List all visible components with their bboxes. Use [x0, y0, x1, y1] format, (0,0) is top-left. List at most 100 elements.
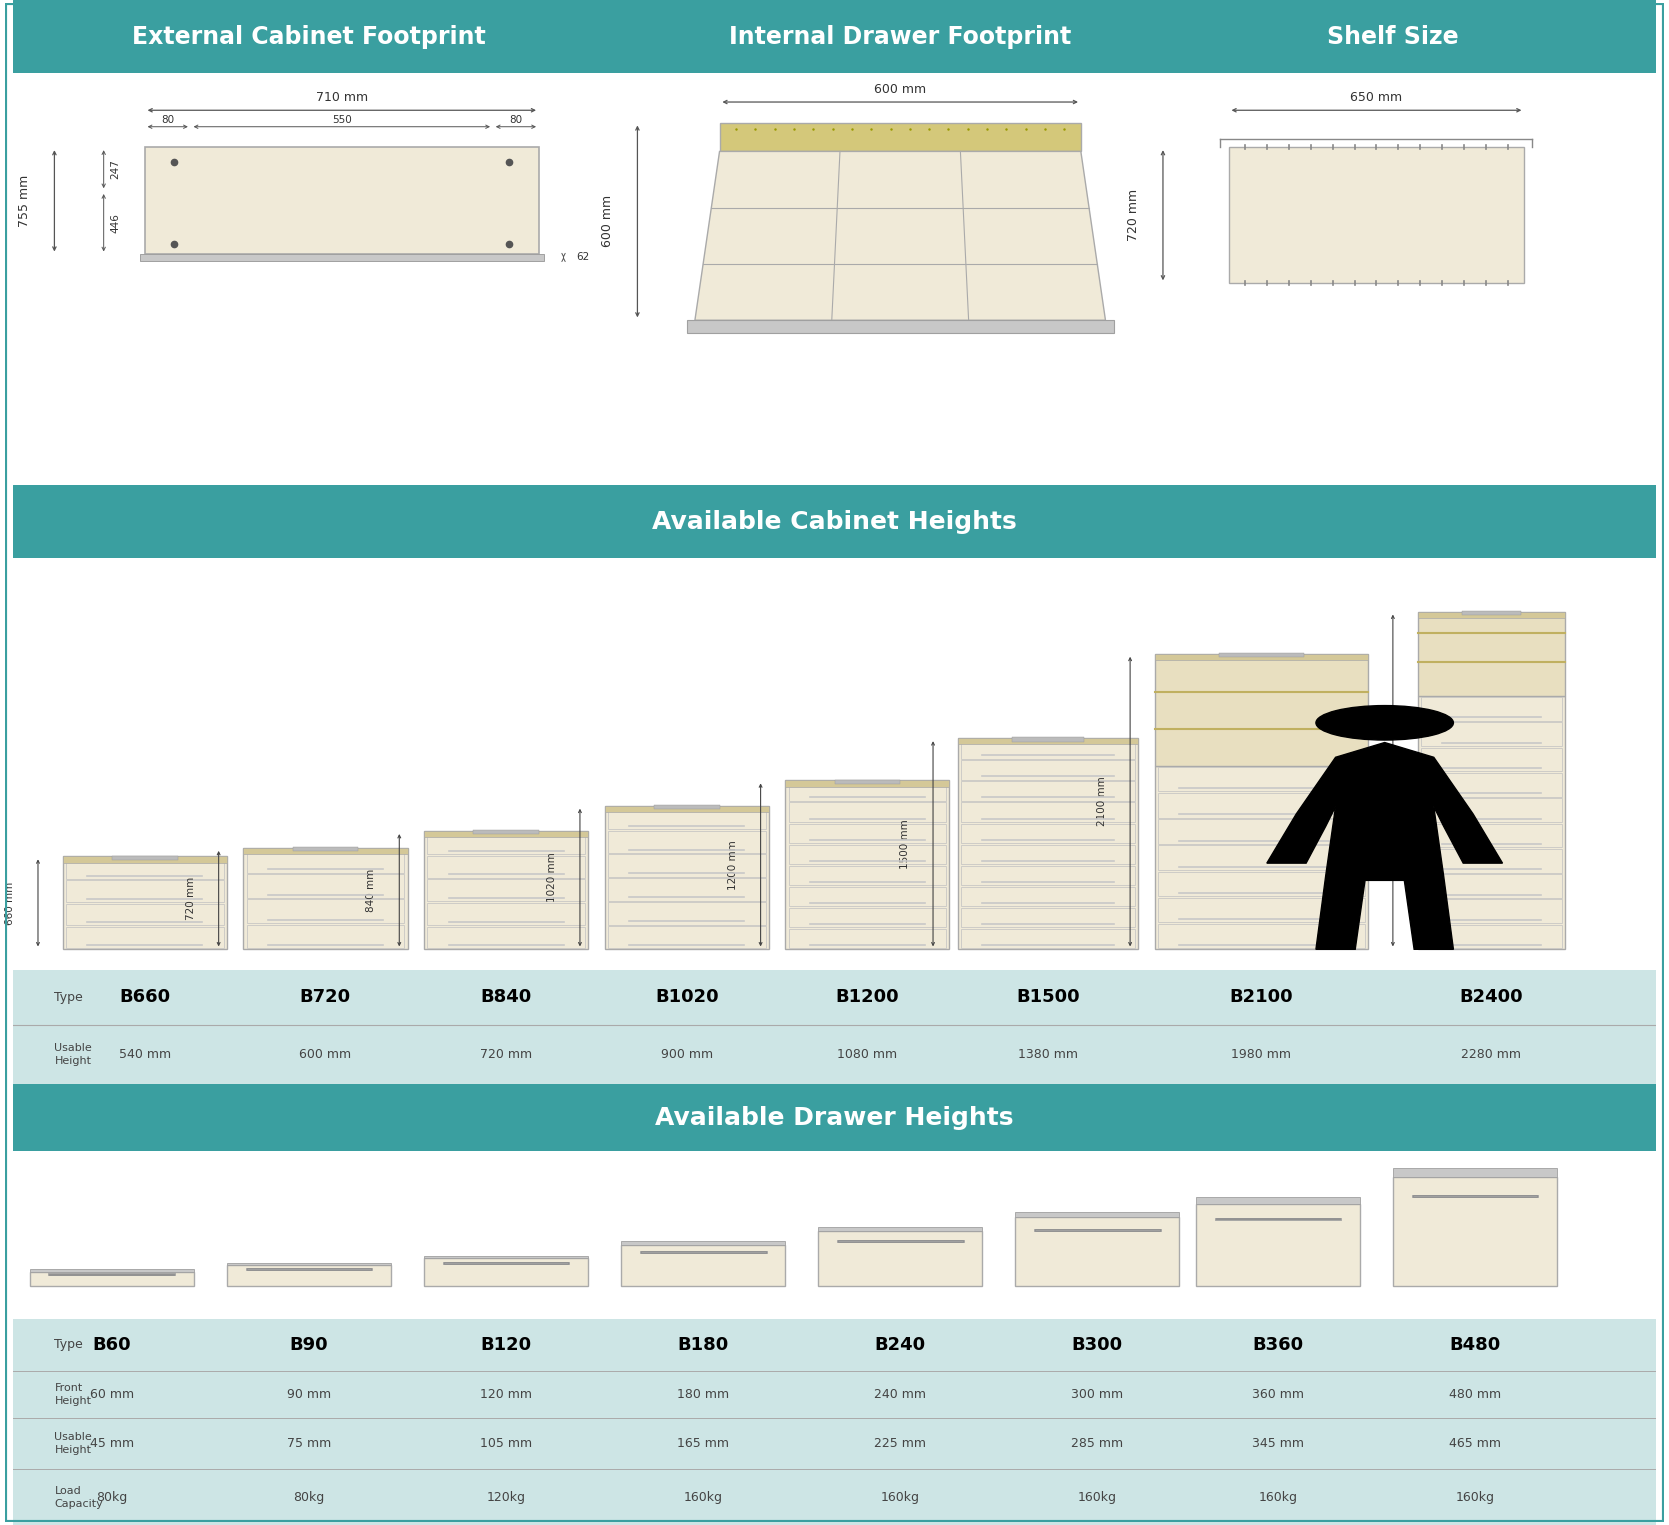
Text: Usable
Height: Usable Height — [55, 1043, 92, 1066]
Bar — [961, 929, 1135, 949]
Bar — [30, 1272, 194, 1286]
Bar — [621, 1244, 784, 1286]
Bar — [961, 845, 1135, 865]
Bar — [686, 320, 1113, 332]
Bar — [1158, 767, 1365, 791]
Text: 225 mm: 225 mm — [875, 1437, 926, 1450]
Text: B2400: B2400 — [1460, 988, 1524, 1007]
Bar — [1158, 872, 1365, 897]
Bar — [608, 854, 766, 877]
Text: 120kg: 120kg — [487, 1491, 526, 1504]
Bar — [1195, 1203, 1360, 1286]
Bar — [961, 740, 1135, 758]
Text: B720: B720 — [300, 988, 350, 1007]
Bar — [1420, 747, 1562, 772]
Polygon shape — [1267, 743, 1502, 949]
Bar — [444, 1263, 569, 1264]
Bar — [838, 1240, 963, 1241]
Text: 480 mm: 480 mm — [1449, 1388, 1500, 1401]
Bar — [788, 866, 946, 884]
Bar — [608, 878, 766, 901]
Text: B300: B300 — [1071, 1336, 1123, 1354]
Bar — [1035, 1229, 1160, 1231]
Text: 285 mm: 285 mm — [1071, 1437, 1123, 1450]
Bar — [641, 1250, 766, 1254]
Bar — [1420, 697, 1562, 721]
Bar — [788, 845, 946, 865]
Bar — [961, 761, 1135, 779]
Text: Type: Type — [55, 1339, 83, 1351]
Bar — [1158, 924, 1365, 949]
Bar — [1420, 798, 1562, 822]
Text: B840: B840 — [481, 988, 532, 1007]
Bar — [1420, 849, 1562, 872]
Text: 300 mm: 300 mm — [1071, 1388, 1123, 1401]
Text: 2400 mm: 2400 mm — [1360, 755, 1370, 805]
Bar — [961, 866, 1135, 884]
Bar — [65, 880, 224, 903]
Bar — [1462, 612, 1520, 615]
Text: 720 mm: 720 mm — [1127, 189, 1140, 241]
Bar — [247, 874, 404, 898]
Bar — [247, 849, 404, 872]
Text: 465 mm: 465 mm — [1449, 1437, 1500, 1450]
Text: 345 mm: 345 mm — [1252, 1437, 1303, 1450]
Bar — [145, 148, 539, 255]
Bar — [1158, 845, 1365, 869]
Text: 165 mm: 165 mm — [678, 1437, 729, 1450]
Text: 1200 mm: 1200 mm — [728, 840, 738, 889]
Bar — [1417, 612, 1566, 618]
Text: 160kg: 160kg — [684, 1491, 723, 1504]
Text: 446: 446 — [110, 214, 120, 233]
Bar — [1215, 1217, 1340, 1220]
Bar — [244, 848, 407, 854]
Bar — [1228, 148, 1524, 284]
Bar — [608, 926, 766, 949]
Bar — [247, 924, 404, 949]
Bar — [427, 927, 584, 949]
Bar — [474, 830, 539, 834]
Bar — [1420, 824, 1562, 848]
Text: 600 mm: 600 mm — [875, 82, 926, 96]
Text: Available Cabinet Heights: Available Cabinet Heights — [653, 509, 1016, 534]
Bar — [427, 903, 584, 924]
Text: B1500: B1500 — [1016, 988, 1080, 1007]
Text: 75 mm: 75 mm — [287, 1437, 330, 1450]
Text: Usable
Height: Usable Height — [55, 1432, 92, 1455]
Text: 600 mm: 600 mm — [299, 1048, 352, 1061]
Bar — [227, 1263, 391, 1266]
Bar — [30, 1269, 194, 1272]
Bar — [604, 805, 769, 811]
Bar — [50, 1273, 174, 1275]
Text: B60: B60 — [92, 1336, 132, 1354]
Bar — [424, 1258, 587, 1286]
Text: 900 mm: 900 mm — [661, 1048, 713, 1061]
Bar — [788, 802, 946, 822]
Text: 62: 62 — [577, 253, 589, 262]
Text: Load
Capacity: Load Capacity — [55, 1485, 103, 1508]
Text: 160kg: 160kg — [1078, 1491, 1117, 1504]
Text: B1200: B1200 — [836, 988, 900, 1007]
Text: 540 mm: 540 mm — [118, 1048, 170, 1061]
Text: 80: 80 — [162, 116, 174, 125]
Bar — [1155, 654, 1369, 766]
Text: 45 mm: 45 mm — [90, 1437, 134, 1450]
Bar — [1158, 898, 1365, 923]
Text: B360: B360 — [1252, 1336, 1303, 1354]
Text: 550: 550 — [332, 116, 352, 125]
Text: 80kg: 80kg — [97, 1491, 127, 1504]
Bar — [608, 807, 766, 830]
Text: 2280 mm: 2280 mm — [1462, 1048, 1522, 1061]
Bar — [784, 781, 950, 949]
Text: B180: B180 — [678, 1336, 729, 1354]
Bar — [227, 1266, 391, 1286]
Text: 90 mm: 90 mm — [287, 1388, 330, 1401]
Circle shape — [1315, 706, 1454, 740]
Bar — [1015, 1212, 1180, 1217]
Text: Available Drawer Heights: Available Drawer Heights — [656, 1106, 1013, 1130]
Text: External Cabinet Footprint: External Cabinet Footprint — [132, 24, 486, 49]
Bar — [1420, 900, 1562, 923]
Bar — [621, 1241, 784, 1244]
Bar — [1015, 1217, 1180, 1286]
Bar — [1417, 612, 1566, 695]
